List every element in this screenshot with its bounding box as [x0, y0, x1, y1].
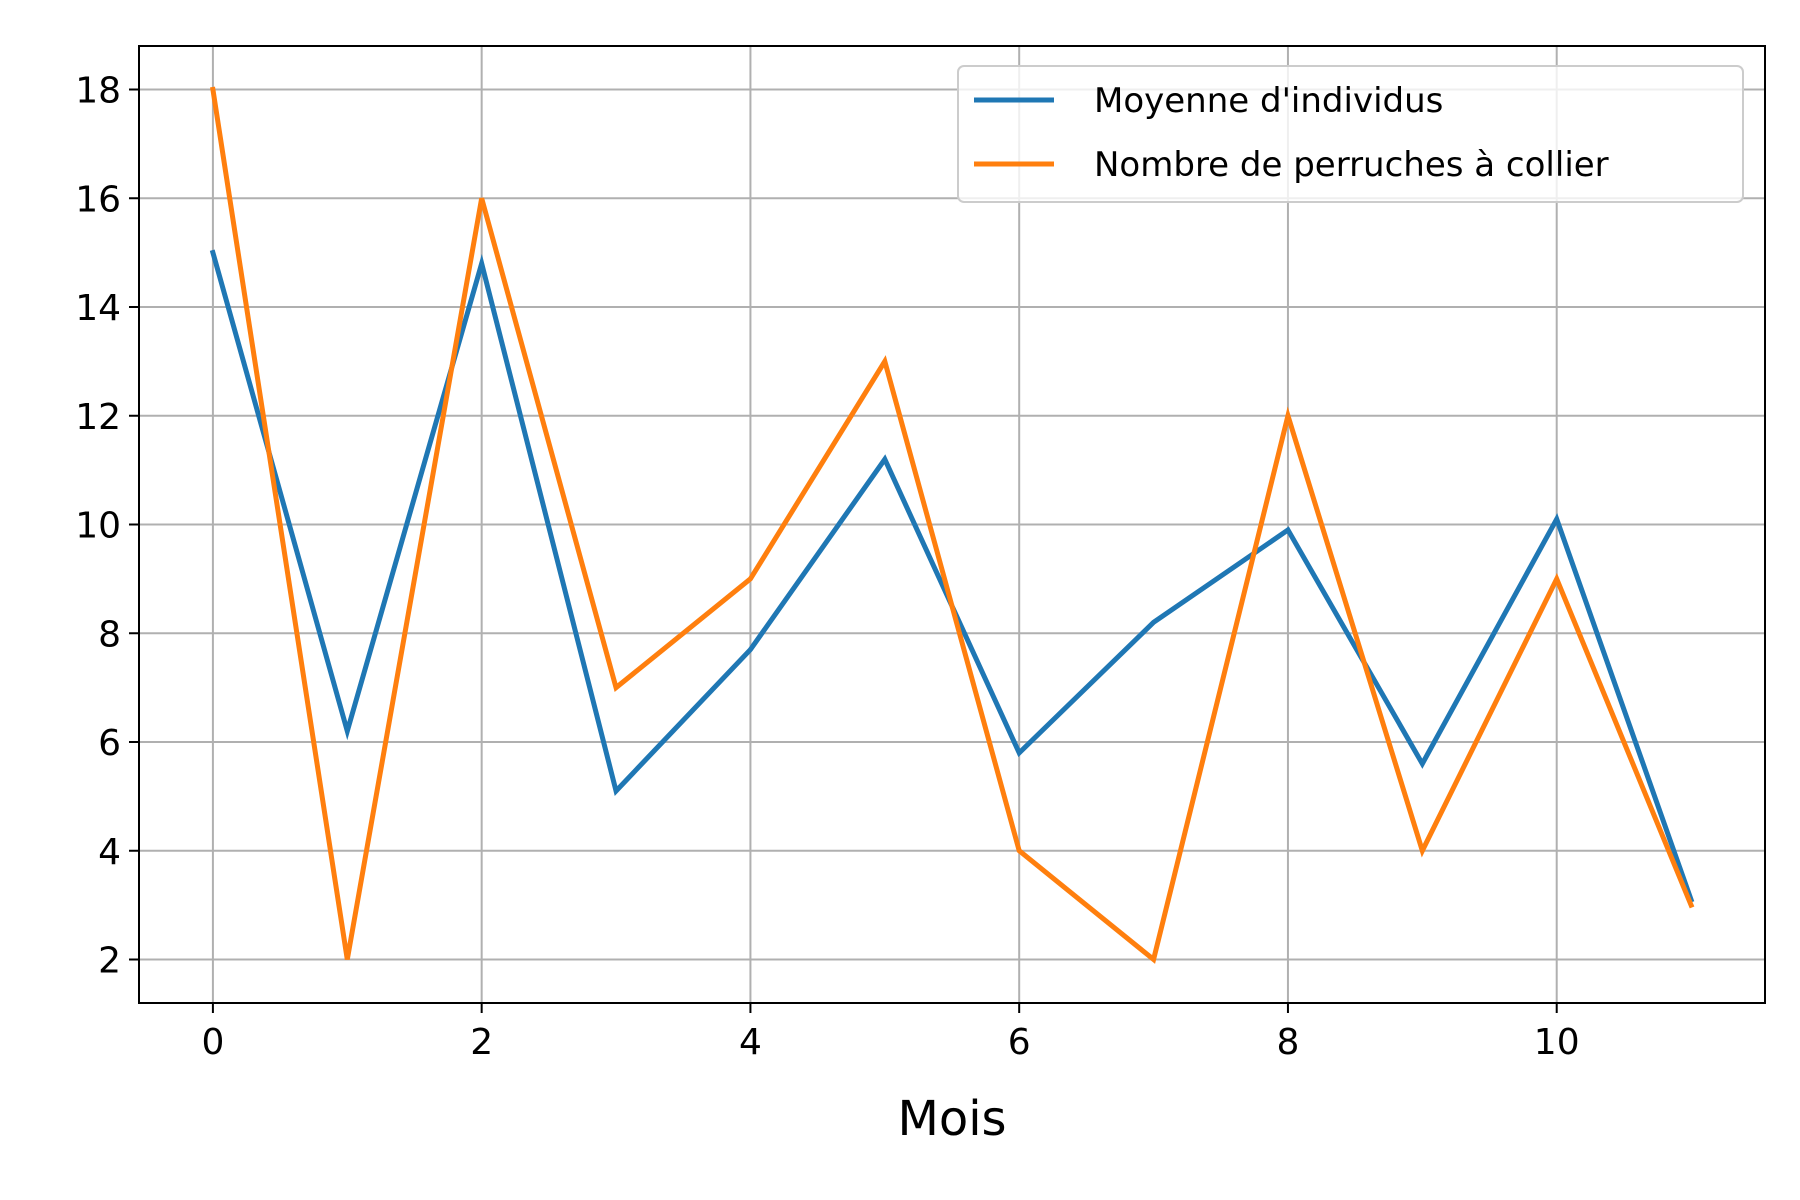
x-tick-label: 6 — [1008, 1022, 1031, 1063]
y-tick-label: 16 — [75, 179, 121, 220]
x-tick-label: 2 — [470, 1022, 493, 1063]
x-tick-label: 10 — [1534, 1022, 1580, 1063]
y-tick-label: 2 — [98, 941, 121, 982]
axis-ticks: 0 2 4 6 8 10 2 4 6 8 10 12 14 16 18 — [75, 71, 1579, 1064]
legend: Moyenne d'individus Nombre de perruches à… — [957, 65, 1744, 203]
x-axis-label: Mois — [897, 1091, 1006, 1147]
series-lines — [209, 86, 1695, 964]
legend-label: Nombre de perruches à collier — [1094, 145, 1609, 185]
y-tick-label: 4 — [98, 832, 121, 873]
y-tick-label: 14 — [75, 288, 121, 329]
legend-box — [957, 65, 1744, 203]
x-tick-label: 0 — [201, 1022, 224, 1063]
series-line — [209, 249, 1695, 903]
x-tick-label: 4 — [739, 1022, 762, 1063]
y-tick-label: 18 — [75, 71, 121, 112]
legend-label: Moyenne d'individus — [1094, 81, 1443, 121]
y-tick-label: 12 — [75, 397, 121, 438]
y-tick-label: 6 — [98, 723, 121, 764]
x-tick-label: 8 — [1276, 1022, 1299, 1063]
y-tick-label: 8 — [98, 614, 121, 655]
series-line — [210, 86, 1695, 964]
y-tick-label: 10 — [75, 506, 121, 547]
